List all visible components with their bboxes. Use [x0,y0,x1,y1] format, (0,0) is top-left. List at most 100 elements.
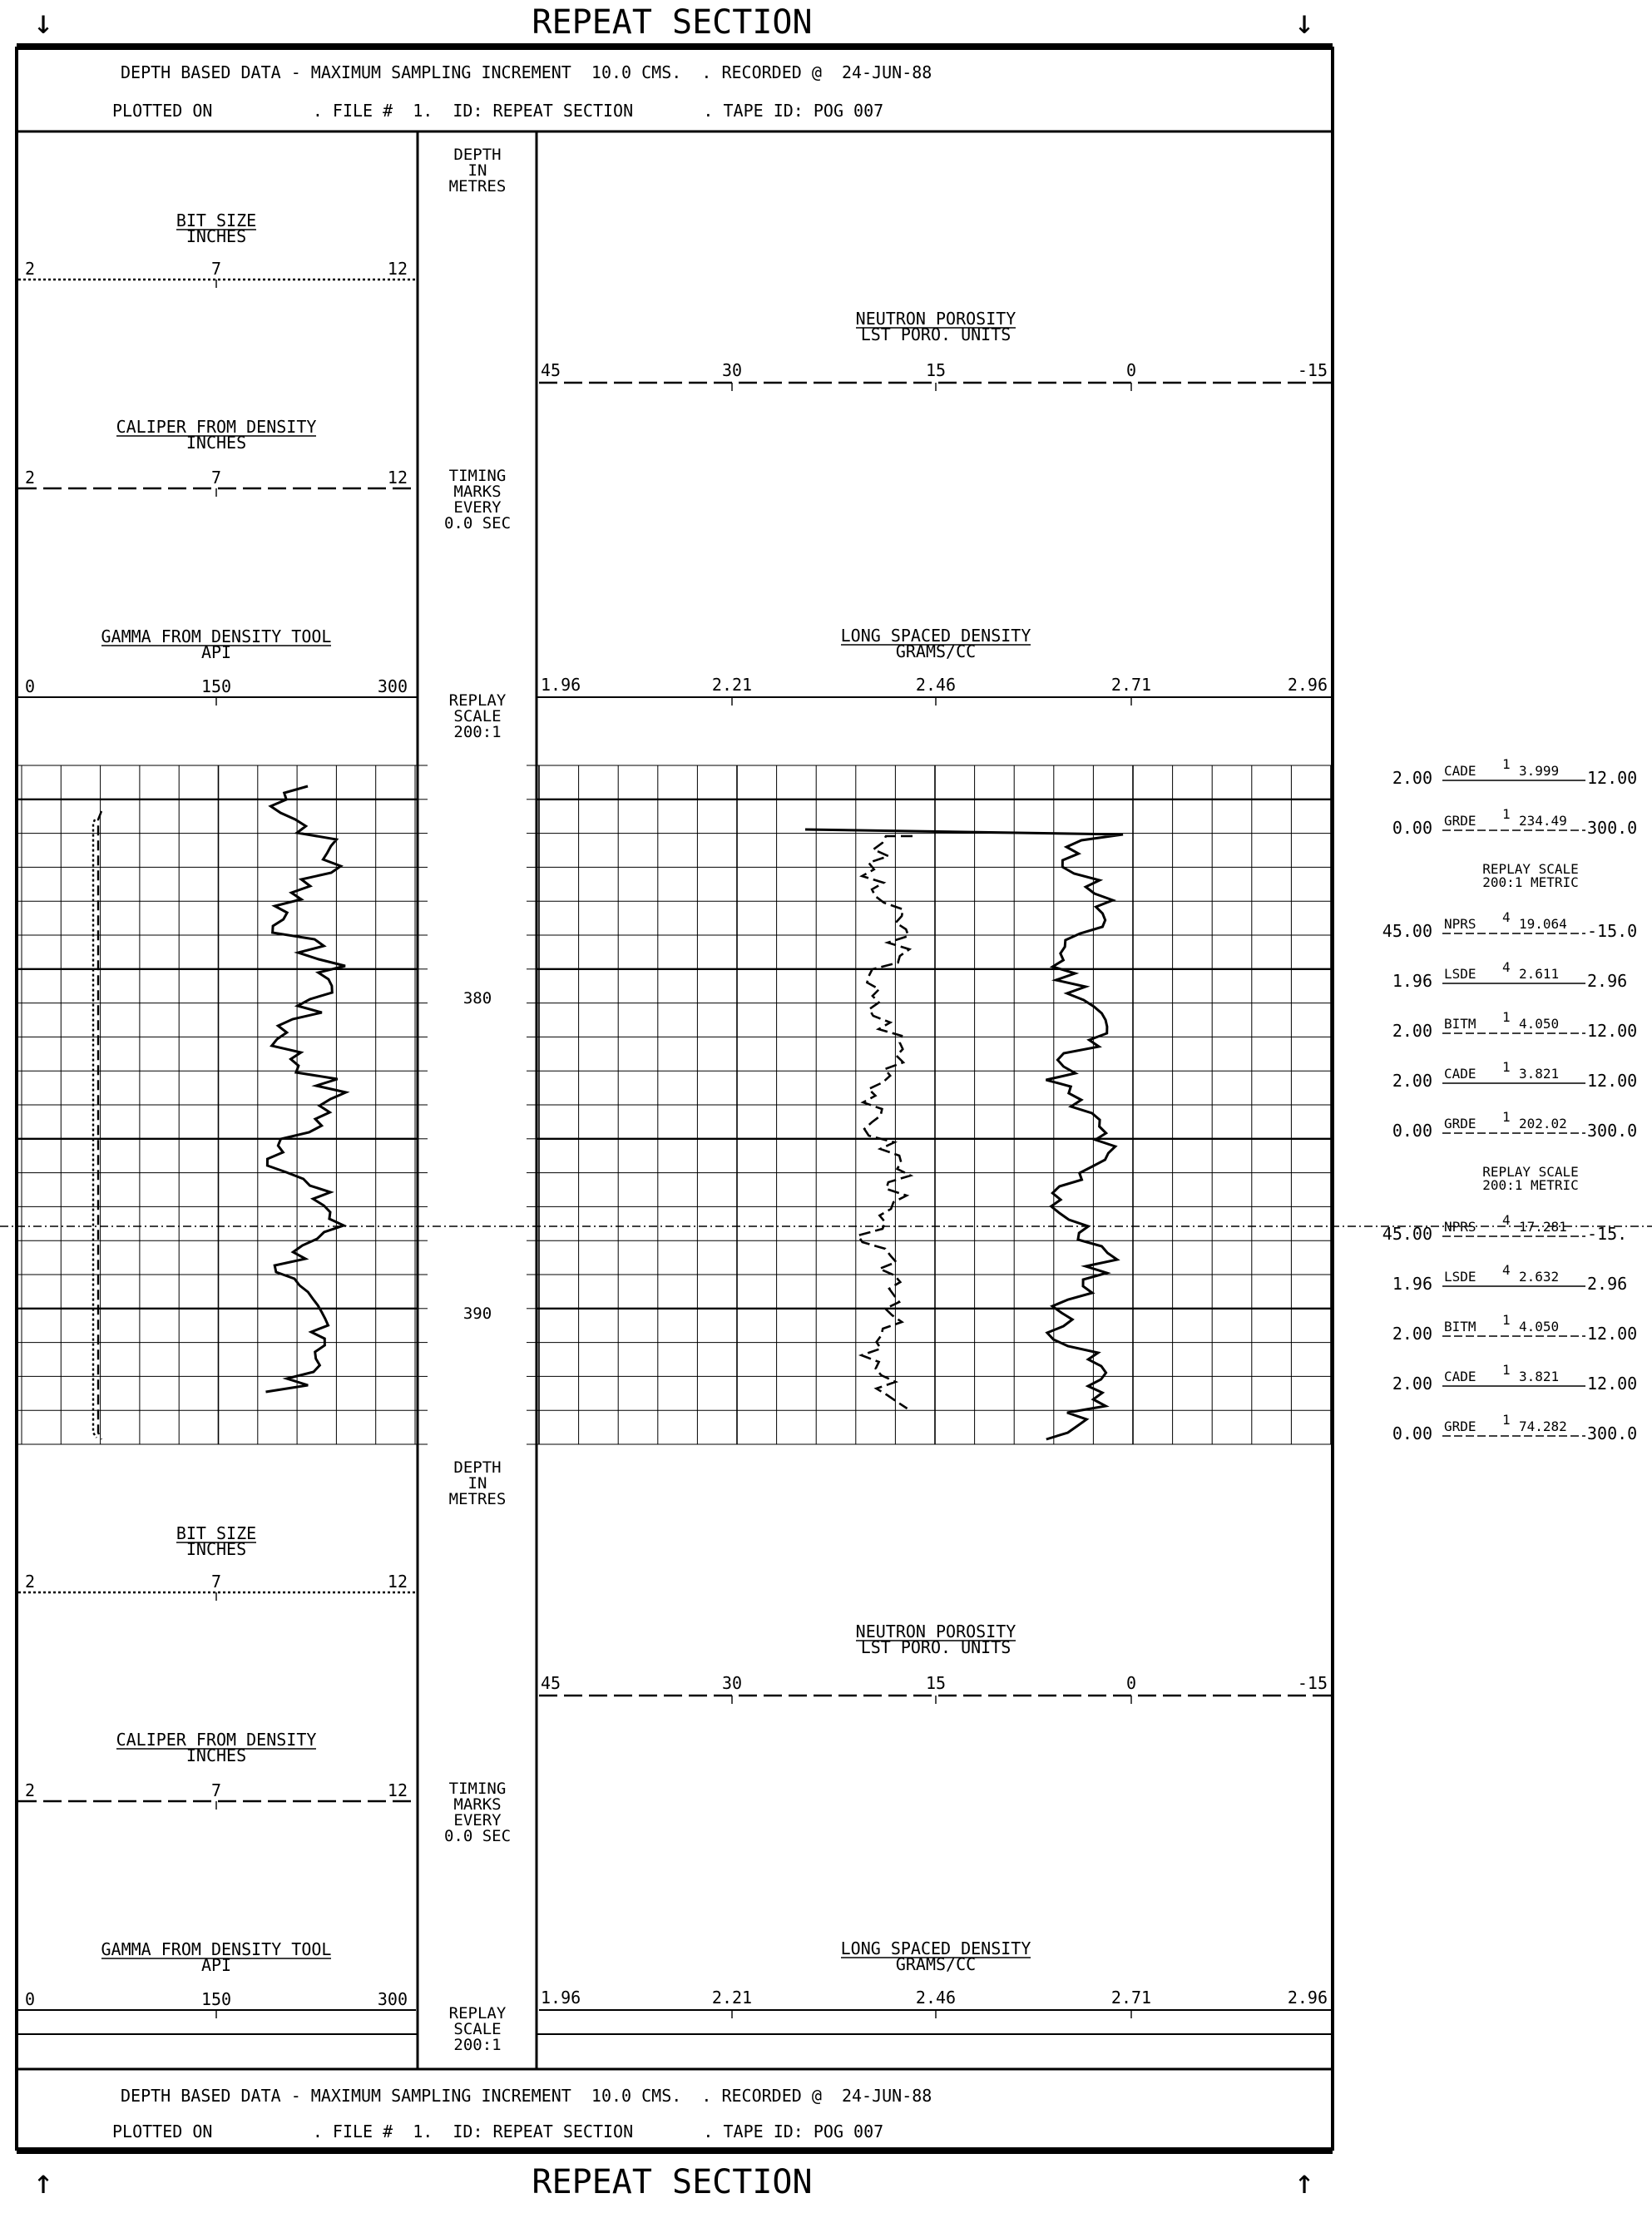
scale-tick-label: 0 [25,676,35,696]
scale-tick-label: 2 [25,468,35,488]
depth-in-metres-label: METRES [449,1490,507,1508]
timing-marks-label: MARKS [453,1795,501,1814]
bit-size-curve [92,819,97,1438]
readout-left-limit: 1.96 [1392,971,1432,991]
readout-track-no: 1 [1502,806,1511,822]
readout-left-limit: 2.00 [1392,1374,1432,1394]
side-readouts: 2.00 CADE 1 3.999 12.000.00 GRDE 1 234.49 300.0R… [1382,756,1637,1443]
scale-tick-label: 45 [541,360,561,380]
readout-right-limit: 300.0 [1587,818,1637,838]
log-curves [92,785,1124,1441]
scale-tick-label: 0 [1126,360,1136,380]
scale-tick-label: 12 [388,468,408,488]
scale-tick-label: 12 [388,259,408,279]
depth-label-390: 390 [463,1305,492,1323]
readout-mnemonic: CADE [1444,763,1476,779]
depth-in-metres-label: DEPTH [453,146,501,164]
readout-value: 19.064 [1519,916,1567,932]
readout-right-limit: 300.0 [1587,1423,1637,1443]
readout-mnemonic: BITM [1444,1319,1476,1334]
readout-right-limit: 2.96 [1587,1274,1627,1294]
readout-mnemonic: GRDE [1444,813,1476,829]
readout-track-no: 1 [1502,756,1511,772]
track-title-gamma-from-density-tool: GAMMA FROM DENSITY TOOL [101,1939,332,1959]
readout-track-no: 1 [1502,1009,1511,1025]
top-banner: ↓ REPEAT SECTION ↓ DEPTH BASED DATA - MA… [17,3,1333,121]
replay-scale-label: 200:1 [453,2036,501,2054]
readout-mnemonic: LSDE [1444,966,1476,982]
scale-tick-label: 0 [25,1989,35,2009]
timing-marks-label: EVERY [453,1811,502,1829]
readout-track-no: 1 [1502,1059,1511,1075]
depth-in-metres-label: IN [468,161,487,180]
readout-mnemonic: BITM [1444,1016,1476,1032]
replay-scale-label: REPLAY [449,2004,507,2023]
scale-tick-label: 12 [388,1572,408,1592]
scale-tick-label: 45 [541,1673,561,1693]
timing-marks-label: MARKS [453,483,501,501]
readout-value: 4.050 [1519,1016,1559,1032]
readout-mnemonic: NPRS [1444,1219,1476,1235]
readout-track-no: 1 [1502,1312,1511,1328]
readout-right-limit: 300.0 [1587,1121,1637,1141]
log-grid: 380 390 [0,765,1652,1445]
timing-marks-label: EVERY [453,498,502,517]
scale-tick-label: 2.71 [1111,675,1151,695]
readout-value: 234.49 [1519,813,1567,829]
long-spaced-density-curve [804,828,1124,1441]
track-unit: INCHES [186,1745,246,1765]
readout-right-limit: 12.00 [1587,768,1637,788]
track-unit: API [201,642,231,662]
scale-tick-label: -15 [1298,360,1328,380]
scale-tick-label: 7 [211,1572,221,1592]
track-unit: LST PORO. UNITS [861,1637,1011,1657]
scale-tick-label: 15 [926,1673,946,1693]
scale-tick-label: 12 [388,1780,408,1800]
scale-tick-label: 1.96 [541,1988,581,2008]
depth-label-380: 380 [463,989,492,1008]
readout-right-limit: 12.00 [1587,1071,1637,1091]
scale-tick-label: 7 [211,259,221,279]
track-unit: INCHES [186,433,246,453]
scale-tick-label: 150 [201,676,231,696]
track-unit: GRAMS/CC [896,641,976,661]
readout-left-limit: 2.00 [1392,1324,1432,1344]
readout-mnemonic: NPRS [1444,916,1476,932]
track-unit: LST PORO. UNITS [861,324,1011,344]
banner-title-top: REPEAT SECTION [532,3,812,42]
readout-left-limit: 2.00 [1392,1071,1432,1091]
track-title-caliper-from-density: CALIPER FROM DENSITY [116,1730,317,1750]
track-title-long-spaced-density: LONG SPACED DENSITY [841,1938,1031,1958]
readout-mnemonic: CADE [1444,1066,1476,1082]
readout-value: 202.02 [1519,1116,1567,1131]
track-unit: GRAMS/CC [896,1954,976,1974]
readout-left-limit: 0.00 [1392,1121,1432,1141]
scale-tick-label: 2.21 [712,1988,752,2008]
scale-tick-label: 150 [201,1989,231,2009]
readout-track-no: 4 [1502,959,1511,975]
readout-left-limit: 2.00 [1392,1021,1432,1041]
readout-value: 3.821 [1519,1369,1559,1384]
down-arrow-icon: ↓ [33,3,53,42]
footer-line-1: DEPTH BASED DATA - MAXIMUM SAMPLING INCR… [121,2086,932,2106]
readout-value: 2.611 [1519,966,1559,982]
track-title-neutron-porosity: NEUTRON POROSITY [856,309,1016,329]
replay-scale-note: REPLAY SCALE [1482,861,1579,877]
readout-left-limit: 0.00 [1392,1423,1432,1443]
readout-track-no: 1 [1502,1412,1511,1428]
scale-tick-label: 2 [25,1780,35,1800]
readout-right-limit: -15.0 [1587,921,1637,941]
scale-tick-label: 30 [722,1673,742,1693]
readout-track-no: 4 [1502,1212,1511,1228]
track-title-bit-size: BIT SIZE [176,1523,256,1543]
readout-right-limit: 12.00 [1587,1021,1637,1041]
readout-track-no: 1 [1502,1109,1511,1125]
readout-track-no: 4 [1502,1262,1511,1278]
readout-value: 17.281 [1519,1219,1567,1235]
track-unit: INCHES [186,226,246,246]
track-title-caliper-from-density: CALIPER FROM DENSITY [116,417,317,437]
readout-mnemonic: GRDE [1444,1116,1476,1131]
